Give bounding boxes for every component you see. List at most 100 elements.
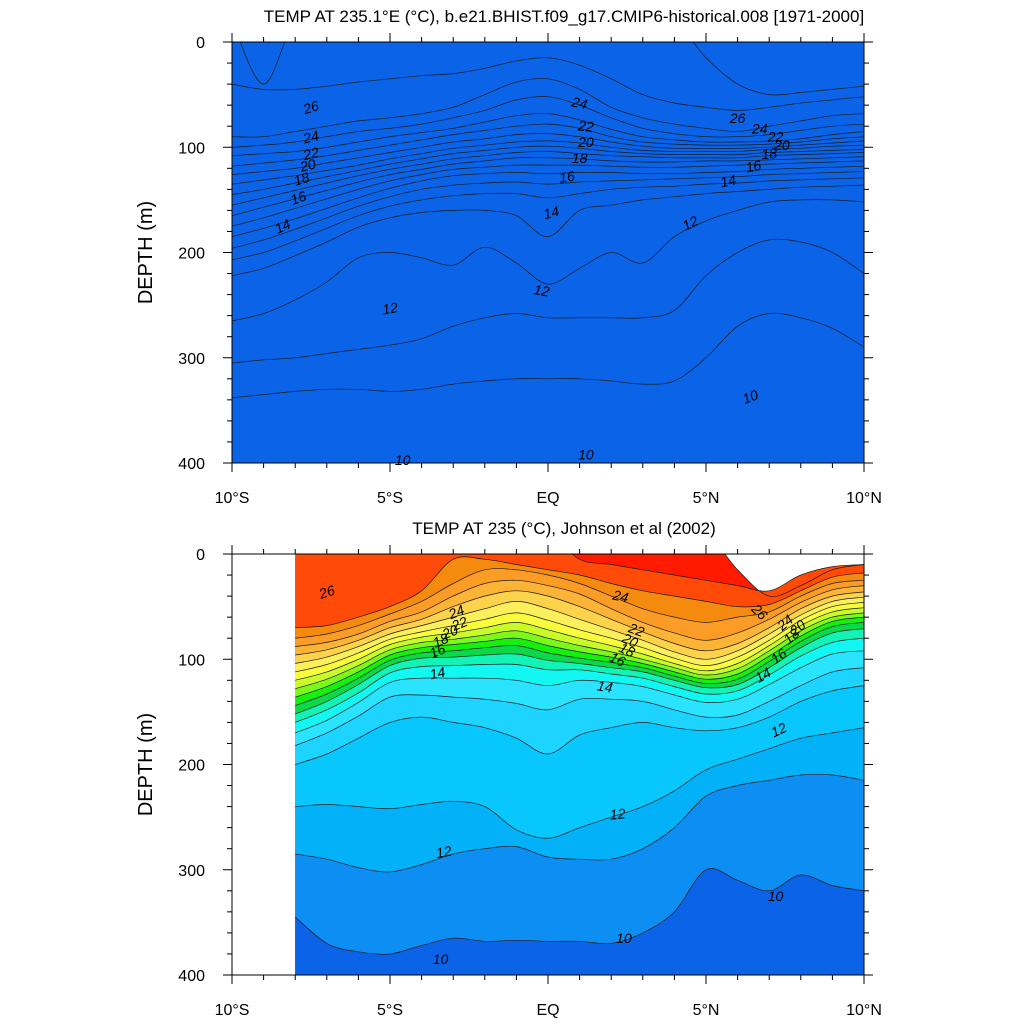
contour-label: 16 <box>288 188 308 208</box>
contour-label: 12 <box>435 843 453 861</box>
x-tick-label: 10°N <box>846 1002 882 1019</box>
contour-label: 24 <box>301 127 321 147</box>
isotherm-line-25 <box>232 96 864 148</box>
contour-label: 26 <box>316 582 337 602</box>
isotherm-line-19 <box>232 151 864 206</box>
y-axis-label: DEPTH (m) <box>135 713 157 816</box>
contour-label: 14 <box>719 171 738 190</box>
contour-label: 14 <box>272 216 293 237</box>
contour-label: 20 <box>577 134 594 150</box>
isotherm-line-13 <box>295 667 864 746</box>
contour-label: 18 <box>292 169 312 189</box>
contour-fill <box>295 554 864 975</box>
y-axis-label: DEPTH (m) <box>135 201 157 304</box>
contour-label: 12 <box>533 281 551 299</box>
contour-label: 22 <box>301 144 321 164</box>
isotherm-line-20 <box>295 607 864 681</box>
contour-label: 16 <box>744 157 763 176</box>
isotherm-line-15 <box>295 637 864 723</box>
contour-label: 10 <box>616 930 632 946</box>
contour-label: 18 <box>761 145 778 162</box>
contour-label: 20 <box>297 155 317 175</box>
contour-label: 10 <box>578 447 594 463</box>
isotherm-line-16 <box>295 628 864 715</box>
isotherm-line-20 <box>232 145 864 195</box>
contour-label: 12 <box>381 299 399 317</box>
contour-label: 20 <box>773 137 790 153</box>
x-tick-label: 5°S <box>377 1002 403 1019</box>
contour-label: 22 <box>576 117 594 135</box>
x-tick-label: 5°S <box>377 490 403 507</box>
contour-label: 10 <box>433 951 449 967</box>
contour-label: 14 <box>542 203 561 223</box>
isotherm-line-21 <box>295 602 864 673</box>
isotherm-line-27 <box>571 554 864 592</box>
contour-label: 16 <box>558 168 576 186</box>
y-tick-label: 0 <box>196 35 205 52</box>
isotherm-line-21 <box>232 140 864 185</box>
contour-label: 26 <box>300 97 321 117</box>
isotherm-band-9 <box>232 42 864 463</box>
contour-label: 12 <box>680 212 701 233</box>
contour-label: 22 <box>767 129 784 145</box>
contour-label: 24 <box>751 120 768 136</box>
x-tick-label: 10°S <box>215 490 250 507</box>
contour-label: 18 <box>572 150 588 166</box>
isotherm-line-26 <box>295 556 864 629</box>
isotherm-line-11 <box>232 238 864 364</box>
isotherm-line-18 <box>232 156 864 217</box>
isotherm-line-13 <box>232 184 864 277</box>
isotherm-line-27 <box>232 57 864 111</box>
contour-label: 10 <box>740 386 760 406</box>
y-tick-label: 400 <box>178 968 205 985</box>
isotherm-line-12 <box>232 199 864 322</box>
contour-label: 26 <box>729 110 746 126</box>
contour-label: 12 <box>609 805 626 822</box>
contour-label: 18 <box>430 630 451 651</box>
panel-model: 2624222018161412242220181614121226242220… <box>135 7 882 507</box>
y-tick-label: 200 <box>178 246 205 263</box>
x-tick-label: EQ <box>536 490 559 507</box>
contour-label: 24 <box>445 601 467 622</box>
contour-label: 24 <box>569 93 589 112</box>
isotherm-line-19 <box>295 612 864 690</box>
contour-lines <box>232 42 864 399</box>
y-tick-label: 300 <box>178 351 205 368</box>
contour-label: 24 <box>610 586 630 605</box>
panel-title: TEMP AT 235 (°C), Johnson et al (2002) <box>412 519 716 538</box>
contour-label: 16 <box>427 640 448 661</box>
isotherm-line-15 <box>232 171 864 249</box>
x-tick-label: 10°S <box>215 1002 250 1019</box>
isotherm-line-17 <box>295 622 864 706</box>
contour-label: 14 <box>428 663 447 682</box>
contour-label: 22 <box>625 619 646 640</box>
contour-label: 14 <box>752 664 774 686</box>
contour-lines <box>294 554 864 955</box>
contour-label: 14 <box>596 677 614 695</box>
y-tick-label: 300 <box>178 863 205 880</box>
isotherm-band-9 <box>295 868 864 975</box>
y-tick-label: 0 <box>196 547 205 564</box>
isotherm-line-28 <box>239 42 864 96</box>
panel-title: TEMP AT 235.1°E (°C), b.e21.BHIST.f09_g1… <box>264 7 864 26</box>
isotherm-line-22 <box>232 133 864 175</box>
contour-label: 10 <box>395 452 411 468</box>
contour-label: 18 <box>617 639 638 660</box>
isotherm-line-17 <box>232 160 864 227</box>
y-tick-label: 400 <box>178 456 205 473</box>
isotherm-line-25 <box>295 568 864 639</box>
isotherm-line-14 <box>232 177 864 261</box>
isotherm-line-22 <box>295 596 864 664</box>
isotherm-line-24 <box>232 113 864 157</box>
isotherm-line-12 <box>295 685 864 765</box>
isotherm-line-10 <box>295 773 864 873</box>
contour-label: 16 <box>607 649 628 670</box>
isotherm-line-26 <box>232 78 864 138</box>
y-tick-label: 100 <box>178 140 205 157</box>
contour-label: 10 <box>768 888 784 904</box>
isotherm-line-24 <box>295 579 864 647</box>
isotherm-line-16 <box>232 165 864 238</box>
contour-label: 20 <box>439 621 461 642</box>
